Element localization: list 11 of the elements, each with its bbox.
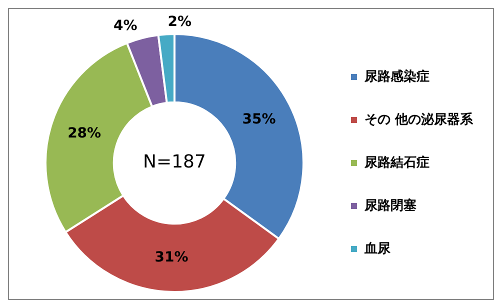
data-label: 28%: [68, 125, 102, 142]
legend-label: 尿路感染症: [363, 68, 430, 84]
data-label: 31%: [154, 249, 188, 266]
data-label: 4%: [114, 18, 138, 34]
data-label: 35%: [242, 112, 276, 128]
text: N=187: [143, 152, 206, 173]
legend-label: 血尿: [363, 241, 392, 256]
legend-label: 尿路結石症: [363, 154, 430, 170]
legend-label: 尿路閉塞: [363, 197, 416, 214]
data-label: 2%: [168, 14, 192, 30]
legend-label: その 他の泌尿器系: [364, 111, 474, 128]
